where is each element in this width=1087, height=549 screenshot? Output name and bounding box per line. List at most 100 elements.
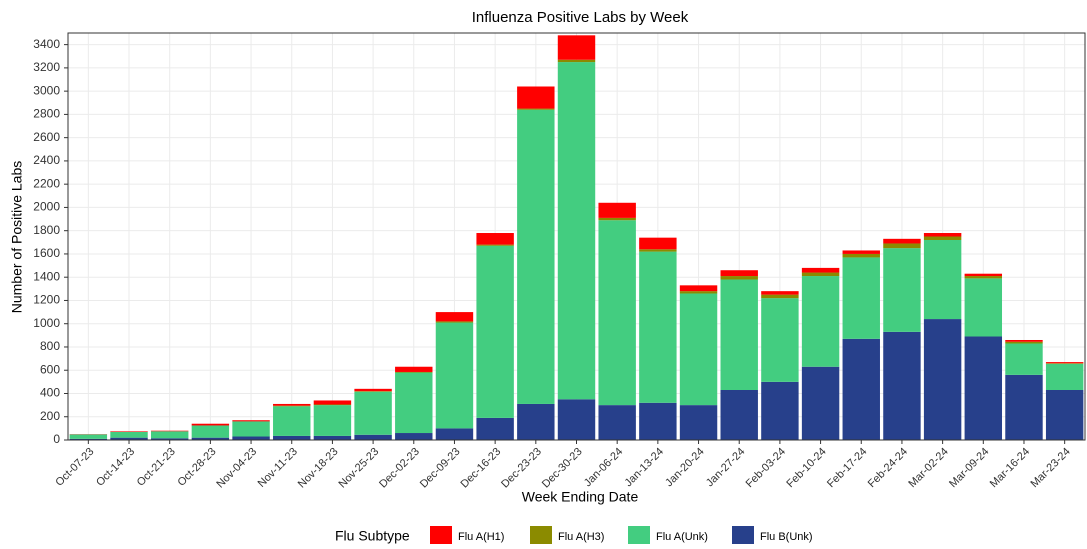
legend-label: Flu A(Unk) xyxy=(656,531,708,543)
x-tick-label: Jan-20-24 xyxy=(663,446,707,490)
x-tick-label: Nov-04-23 xyxy=(214,446,259,491)
bar-segment xyxy=(1046,362,1083,363)
bar-segment xyxy=(843,339,880,440)
bar-segment xyxy=(639,249,676,251)
y-tick-label: 2800 xyxy=(33,107,60,121)
y-tick-label: 2400 xyxy=(33,153,60,167)
bar-segment xyxy=(761,295,798,298)
bar-segment xyxy=(476,246,513,418)
y-tick-label: 1800 xyxy=(33,223,60,237)
bar-segment xyxy=(436,321,473,322)
bar-segment xyxy=(314,405,351,406)
legend-swatch xyxy=(530,526,552,544)
bar-segment xyxy=(639,238,676,250)
bar-segment xyxy=(395,367,432,372)
y-tick-label: 1000 xyxy=(33,316,60,330)
chart-title: Influenza Positive Labs by Week xyxy=(472,9,689,26)
bar-segment xyxy=(517,109,554,110)
bar-segment xyxy=(232,420,269,421)
bar-segment xyxy=(721,270,758,276)
bar-segment xyxy=(517,110,554,404)
bar-segment xyxy=(1005,342,1042,344)
bar-segment xyxy=(1046,363,1083,364)
bar-segment xyxy=(558,62,595,399)
x-tick-label: Oct-14-23 xyxy=(94,446,137,489)
bar-segment xyxy=(721,390,758,440)
bar-segment xyxy=(558,35,595,59)
bar-segment xyxy=(598,220,635,405)
x-tick-label: Oct-28-23 xyxy=(175,446,218,489)
x-tick-label: Dec-02-23 xyxy=(377,446,422,491)
bar-segment xyxy=(883,248,920,332)
legend-swatch xyxy=(732,526,754,544)
x-tick-label: Feb-10-24 xyxy=(784,446,828,490)
bar-segment xyxy=(395,433,432,440)
bar-segment xyxy=(761,382,798,440)
bar-segment xyxy=(436,312,473,321)
bar-segment xyxy=(558,399,595,440)
bar-segment xyxy=(314,436,351,440)
y-tick-label: 3400 xyxy=(33,37,60,51)
bar-segment xyxy=(965,337,1002,440)
bar-segment xyxy=(883,243,920,248)
bar-segment xyxy=(680,405,717,440)
bar-segment xyxy=(1005,375,1042,440)
y-tick-label: 2200 xyxy=(33,176,60,190)
bar-segment xyxy=(802,268,839,273)
bar-segment xyxy=(558,60,595,62)
bar-segment xyxy=(1005,343,1042,374)
x-tick-label: Nov-18-23 xyxy=(296,446,341,491)
bar-segment xyxy=(476,245,513,246)
legend-swatch xyxy=(628,526,650,544)
x-tick-label: Mar-16-24 xyxy=(988,446,1032,490)
bar-segment xyxy=(924,233,961,236)
legend-label: Flu B(Unk) xyxy=(760,531,813,543)
bar-segment xyxy=(192,424,229,426)
y-tick-label: 1600 xyxy=(33,246,60,260)
bar-segment xyxy=(965,278,1002,336)
legend-title: Flu Subtype xyxy=(335,528,410,544)
bar-segment xyxy=(354,435,391,440)
bar-segment xyxy=(476,233,513,245)
bar-segment xyxy=(354,391,391,392)
y-tick-label: 1200 xyxy=(33,293,60,307)
y-tick-label: 600 xyxy=(40,362,60,376)
bar-segment xyxy=(1046,364,1083,390)
x-axis-title: Week Ending Date xyxy=(522,489,639,505)
bar-segment xyxy=(843,254,880,257)
y-tick-label: 3000 xyxy=(33,83,60,97)
x-tick-label: Nov-25-23 xyxy=(336,446,381,491)
bar-segment xyxy=(151,431,188,432)
bar-segment xyxy=(761,291,798,294)
x-tick-label: Oct-21-23 xyxy=(135,446,178,489)
bar-segment xyxy=(965,274,1002,276)
bar-segment xyxy=(273,436,310,440)
bar-segment xyxy=(314,405,351,436)
y-tick-label: 2000 xyxy=(33,200,60,214)
y-tick-label: 1400 xyxy=(33,269,60,283)
bar-segment xyxy=(476,418,513,440)
bar-segment xyxy=(761,298,798,382)
x-tick-label: Dec-30-23 xyxy=(540,446,585,491)
bar-segment xyxy=(883,239,920,244)
bar-segment xyxy=(273,406,310,436)
bar-segment xyxy=(436,428,473,440)
x-tick-label: Dec-16-23 xyxy=(459,446,504,491)
x-tick-label: Mar-09-24 xyxy=(947,446,991,490)
bar-segment xyxy=(721,280,758,390)
bar-segment xyxy=(924,240,961,319)
bar-segment xyxy=(843,257,880,338)
bar-segment xyxy=(598,405,635,440)
x-tick-label: Mar-23-24 xyxy=(1028,446,1072,490)
bar-segment xyxy=(680,285,717,291)
bar-segment xyxy=(721,276,758,279)
bar-segment xyxy=(1046,390,1083,440)
y-tick-label: 200 xyxy=(40,409,60,423)
y-tick-label: 3200 xyxy=(33,60,60,74)
bar-segment xyxy=(436,323,473,429)
y-axis-title: Number of Positive Labs xyxy=(9,161,25,314)
bar-segment xyxy=(598,218,635,220)
bar-segment xyxy=(924,319,961,440)
x-tick-label: Nov-11-23 xyxy=(256,446,300,490)
